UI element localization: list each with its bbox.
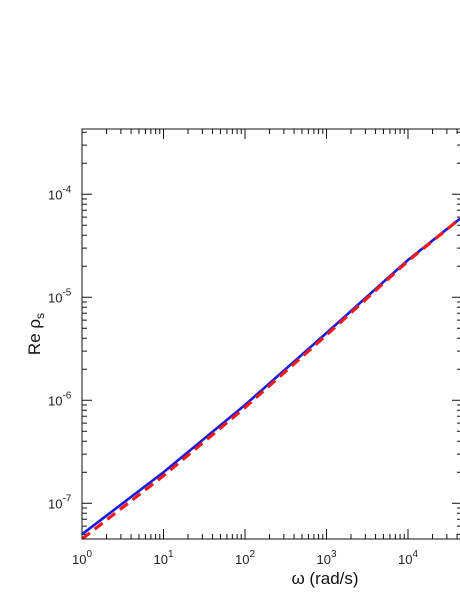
series-layer (82, 216, 460, 539)
x-tick-label: 100 (72, 549, 92, 567)
y-tick-label: 10-7 (48, 493, 72, 511)
x-tick-label: 103 (316, 549, 336, 567)
y-axis-title-sub: s (33, 313, 47, 319)
x-tick-label: 104 (398, 549, 418, 567)
x-tick-label: 102 (235, 549, 255, 567)
major-ticks (81, 129, 460, 539)
y-axis-title: Re ρs (25, 313, 47, 355)
plot-frame (81, 128, 460, 540)
minor-ticks (82, 129, 460, 539)
y-tick-label: 10-5 (48, 287, 72, 305)
y-axis-title-main: Re ρ (25, 319, 44, 355)
y-tick-labels: 10-7 10-6 10-5 10-4 (48, 184, 72, 511)
x-tick-labels: 100 101 102 103 104 (72, 549, 418, 567)
y-tick-label: 10-6 (48, 390, 72, 408)
x-axis-title: ω (rad/s) (291, 569, 358, 588)
series-line-dashed (82, 216, 460, 539)
x-tick-label: 101 (153, 549, 173, 567)
y-tick-label: 10-4 (48, 184, 72, 202)
